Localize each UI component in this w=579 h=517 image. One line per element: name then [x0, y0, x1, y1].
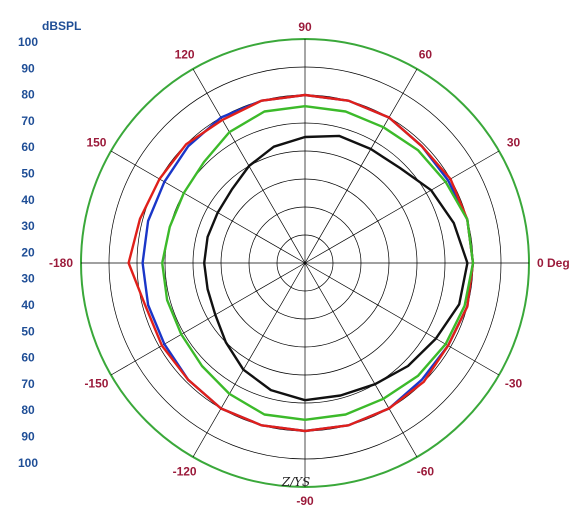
angle-tick-label: 120 [175, 47, 195, 61]
radial-tick-label: 40 [21, 193, 35, 207]
grid-spoke [304, 262, 418, 458]
radial-tick-label: 60 [21, 140, 35, 154]
grid-spoke [304, 68, 418, 264]
grid-spoke [304, 150, 500, 264]
radial-tick-label: 30 [21, 219, 35, 233]
grid-spoke [110, 150, 306, 264]
radial-tick-label: 80 [21, 88, 35, 102]
radial-tick-label: 20 [21, 245, 35, 259]
angle-tick-label: -60 [417, 465, 435, 479]
radial-tick-label: 40 [21, 298, 35, 312]
angle-tick-label: -180 [49, 256, 73, 270]
angle-tick-label: 30 [507, 136, 521, 150]
series-line-4 [203, 134, 469, 402]
radial-tick-label: 90 [21, 430, 35, 444]
angle-tick-label: -90 [296, 494, 314, 508]
radial-tick-label: 50 [21, 324, 35, 338]
series-line-2 [127, 93, 475, 433]
radial-tick-label: 60 [21, 351, 35, 365]
radial-tick-label: 90 [21, 61, 35, 75]
angle-tick-label: 0 Deg [537, 256, 570, 270]
angle-tick-label: -120 [173, 465, 197, 479]
series-line-3 [161, 105, 475, 421]
radial-tick-label: 100 [18, 35, 38, 49]
radial-tick-label: 70 [21, 377, 35, 391]
grid-spoke [304, 262, 500, 376]
label-layer: 100 90 80 70 60 50 40 30 20 30 40 50 60 70 80 90 100 0 De… [18, 20, 570, 508]
angle-tick-label: -150 [84, 376, 108, 390]
angle-tick-label: 90 [298, 20, 312, 34]
grid-spoke [192, 262, 306, 458]
handwritten-annotation: Z/YS [281, 475, 311, 489]
polar-grid [80, 38, 530, 488]
unit-label: dBSPL [42, 19, 81, 33]
radial-tick-label: 30 [21, 272, 35, 286]
series-layer [127, 93, 475, 433]
grid-spoke [110, 262, 306, 376]
radial-tick-label: 50 [21, 167, 35, 181]
radial-tick-label: 80 [21, 403, 35, 417]
radial-tick-label: 70 [21, 114, 35, 128]
angle-tick-label: 60 [419, 47, 433, 61]
angle-tick-label: 150 [86, 136, 106, 150]
angle-tick-label: -30 [505, 376, 523, 390]
radial-tick-label: 100 [18, 456, 38, 470]
